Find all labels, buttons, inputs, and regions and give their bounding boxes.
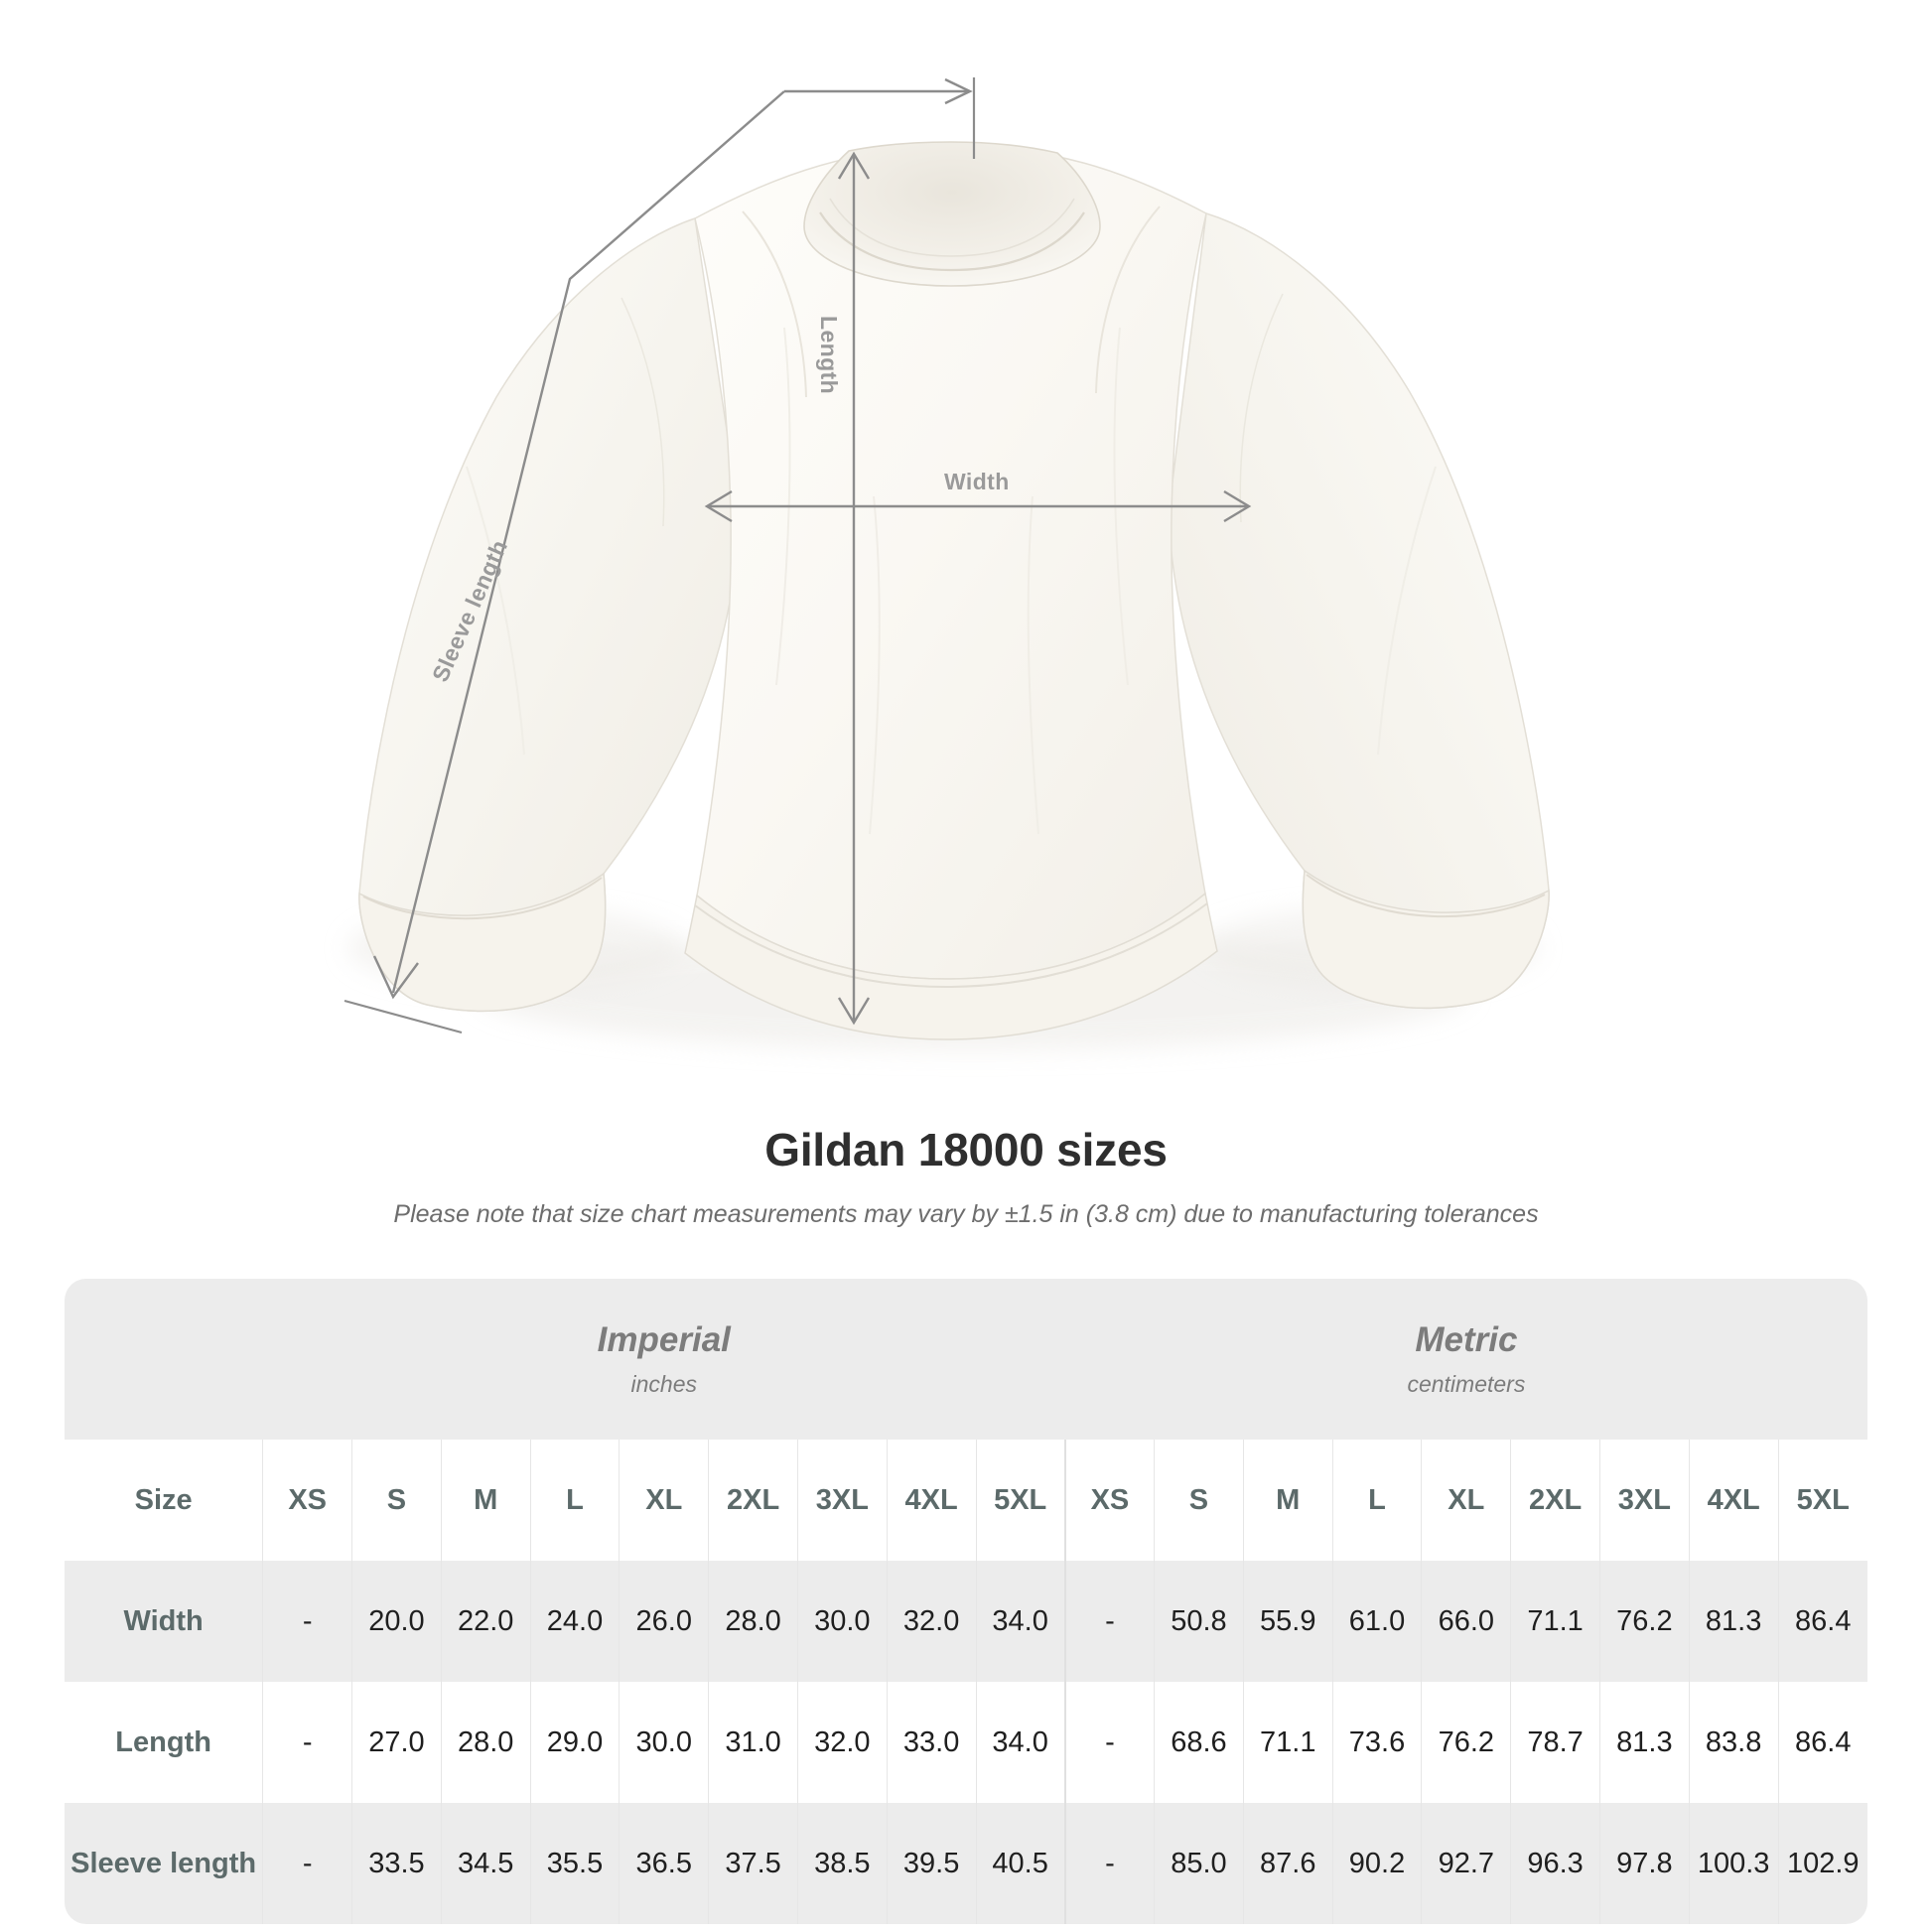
cell-length-metric-2xl: 78.7 (1510, 1682, 1600, 1803)
cell-length-imperial-xl: 30.0 (619, 1682, 709, 1803)
cell-length-imperial-xs: - (262, 1682, 352, 1803)
cell-sleeve-length-imperial-s: 33.5 (351, 1803, 442, 1924)
size-header-metric-3xl: 3XL (1598, 1440, 1690, 1561)
diagram-label-width: Width (944, 469, 1010, 494)
cell-length-metric-s: 68.6 (1154, 1682, 1244, 1803)
cell-width-imperial-s: 20.0 (351, 1561, 442, 1682)
size-header-metric-4xl: 4XL (1688, 1440, 1779, 1561)
tolerance-note: Please note that size chart measurements… (393, 1200, 1539, 1228)
sweatshirt-illustration (347, 141, 1550, 1050)
cell-sleeve-length-metric-xl: 92.7 (1421, 1803, 1511, 1924)
cell-width-imperial-xs: - (262, 1561, 352, 1682)
cell-width-metric-l: 61.0 (1331, 1561, 1422, 1682)
product-photo-area: Length Width Sleeve length (344, 77, 1550, 1050)
page-title: Gildan 18000 sizes (764, 1124, 1168, 1175)
cell-sleeve-length-metric-5xl: 102.9 (1777, 1803, 1867, 1924)
cell-length-metric-4xl: 83.8 (1688, 1682, 1779, 1803)
cell-width-imperial-4xl: 32.0 (886, 1561, 977, 1682)
size-header-metric-5xl: 5XL (1777, 1440, 1867, 1561)
cell-sleeve-length-metric-xs: - (1063, 1803, 1155, 1924)
size-header-imperial-xl: XL (619, 1440, 709, 1561)
cell-sleeve-length-metric-m: 87.6 (1242, 1803, 1333, 1924)
cell-sleeve-length-imperial-2xl: 37.5 (708, 1803, 798, 1924)
cell-width-imperial-2xl: 28.0 (708, 1561, 798, 1682)
size-header-label: Size (65, 1440, 263, 1561)
size-header-metric-2xl: 2XL (1510, 1440, 1600, 1561)
unit-sublabel-centimeters: centimeters (1407, 1371, 1526, 1397)
row-label-length: Length (65, 1682, 263, 1803)
size-header-imperial-s: S (351, 1440, 442, 1561)
table-row: Width -20.0 22.0 24.0 26.0 28.0 30.0 32.0 34.0-5… (65, 1561, 1867, 1682)
cell-length-metric-5xl: 86.4 (1777, 1682, 1867, 1803)
unit-banner-metric: Metric centimeters (1064, 1279, 1867, 1440)
cell-sleeve-length-metric-4xl: 100.3 (1688, 1803, 1779, 1924)
cell-length-imperial-l: 29.0 (529, 1682, 620, 1803)
size-header-imperial-4xl: 4XL (886, 1440, 977, 1561)
measurement-annotations (344, 77, 1252, 1035)
cell-length-imperial-5xl: 34.0 (975, 1682, 1065, 1803)
size-header-imperial-xs: XS (262, 1440, 352, 1561)
cell-length-imperial-m: 28.0 (440, 1682, 531, 1803)
unit-banner-spacer (65, 1279, 263, 1440)
size-header-metric-m: M (1242, 1440, 1333, 1561)
size-header-metric-xs: XS (1063, 1440, 1155, 1561)
cell-width-imperial-3xl: 30.0 (796, 1561, 888, 1682)
unit-name-imperial: Imperial (597, 1320, 731, 1359)
unit-banner-imperial: Imperial inches (262, 1279, 1065, 1440)
cell-sleeve-length-imperial-5xl: 40.5 (975, 1803, 1065, 1924)
size-header-metric-s: S (1154, 1440, 1244, 1561)
cell-width-imperial-l: 24.0 (529, 1561, 620, 1682)
cell-length-imperial-4xl: 33.0 (886, 1682, 977, 1803)
cell-length-metric-xs: - (1063, 1682, 1155, 1803)
cell-width-metric-m: 55.9 (1242, 1561, 1333, 1682)
row-label-sleeve-length: Sleeve length (65, 1803, 263, 1924)
size-header-imperial-l: L (529, 1440, 620, 1561)
cell-length-metric-l: 73.6 (1331, 1682, 1422, 1803)
cell-sleeve-length-metric-l: 90.2 (1331, 1803, 1422, 1924)
size-chart-table: Imperial inches Metric centimeters Size XS S M L… (65, 1279, 1867, 1924)
size-header-row: Size XS S M L XL 2XL 3XL 4XL 5XL XS S M L XL 2XL 3XL 4XL 5… (65, 1440, 1867, 1561)
cell-sleeve-length-imperial-m: 34.5 (440, 1803, 531, 1924)
cell-length-metric-xl: 76.2 (1421, 1682, 1511, 1803)
cell-width-metric-4xl: 81.3 (1688, 1561, 1779, 1682)
cell-length-imperial-s: 27.0 (351, 1682, 442, 1803)
cell-sleeve-length-imperial-4xl: 39.5 (886, 1803, 977, 1924)
cell-length-imperial-3xl: 32.0 (796, 1682, 888, 1803)
cell-width-metric-5xl: 86.4 (1777, 1561, 1867, 1682)
cell-width-metric-xl: 66.0 (1421, 1561, 1511, 1682)
table-row: Length -27.0 28.0 29.0 30.0 31.0 32.0 33.0 34.0-… (65, 1682, 1867, 1803)
unit-banner-row: Imperial inches Metric centimeters (65, 1279, 1867, 1440)
size-header-metric-l: L (1331, 1440, 1422, 1561)
row-label-width: Width (65, 1561, 263, 1682)
cell-sleeve-length-imperial-xl: 36.5 (619, 1803, 709, 1924)
size-header-metric-xl: XL (1421, 1440, 1511, 1561)
cell-length-imperial-2xl: 31.0 (708, 1682, 798, 1803)
cell-sleeve-length-imperial-xs: - (262, 1803, 352, 1924)
size-header-imperial-m: M (440, 1440, 531, 1561)
cell-width-metric-3xl: 76.2 (1598, 1561, 1690, 1682)
unit-sublabel-inches: inches (630, 1371, 698, 1397)
cell-sleeve-length-imperial-l: 35.5 (529, 1803, 620, 1924)
chart-heading-block: Gildan 18000 sizes Please note that size… (0, 1127, 1932, 1227)
cell-width-metric-s: 50.8 (1154, 1561, 1244, 1682)
size-chart-table-container: Imperial inches Metric centimeters Size XS S M L… (65, 1279, 1867, 1924)
cell-sleeve-length-metric-3xl: 97.8 (1598, 1803, 1690, 1924)
cell-width-imperial-m: 22.0 (440, 1561, 531, 1682)
diagram-label-length: Length (816, 316, 842, 395)
size-header-imperial-5xl: 5XL (975, 1440, 1065, 1561)
cell-width-metric-xs: - (1063, 1561, 1155, 1682)
cell-sleeve-length-metric-2xl: 96.3 (1510, 1803, 1600, 1924)
unit-name-metric: Metric (1415, 1320, 1518, 1359)
cell-sleeve-length-metric-s: 85.0 (1154, 1803, 1244, 1924)
cell-sleeve-length-imperial-3xl: 38.5 (796, 1803, 888, 1924)
cell-width-imperial-5xl: 34.0 (975, 1561, 1065, 1682)
cell-length-metric-m: 71.1 (1242, 1682, 1333, 1803)
size-header-imperial-3xl: 3XL (796, 1440, 888, 1561)
cell-width-metric-2xl: 71.1 (1510, 1561, 1600, 1682)
cell-width-imperial-xl: 26.0 (619, 1561, 709, 1682)
size-header-imperial-2xl: 2XL (708, 1440, 798, 1561)
table-row: Sleeve length -33.5 34.5 35.5 36.5 37.5 38.5 39… (65, 1803, 1867, 1924)
cell-length-metric-3xl: 81.3 (1598, 1682, 1690, 1803)
